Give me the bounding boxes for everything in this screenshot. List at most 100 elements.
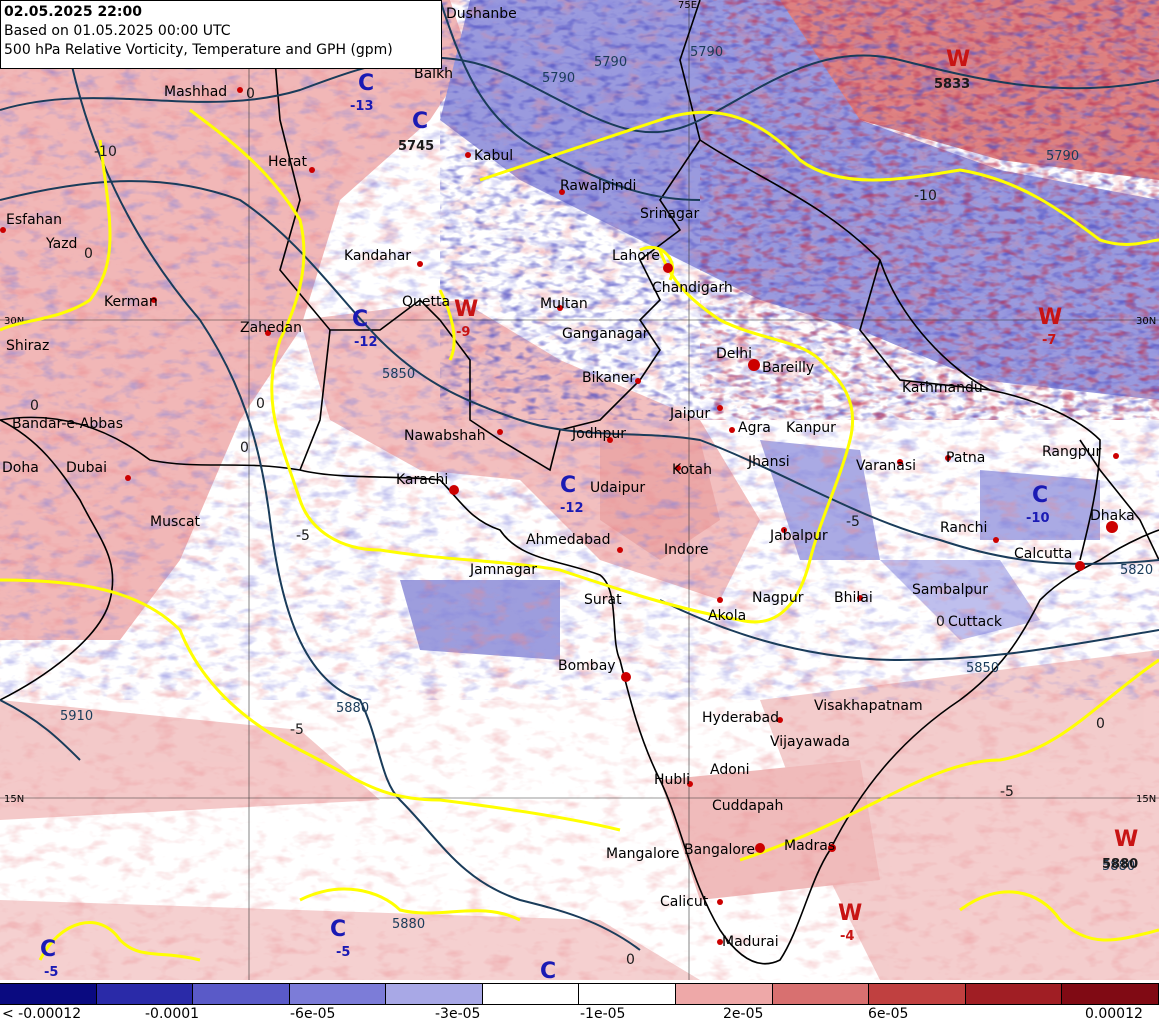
lat-label-15n: 15N <box>4 794 24 805</box>
anticyclone-marker: W <box>454 297 478 322</box>
city-label: Yazd <box>45 236 77 252</box>
city-label: Mashhad <box>164 84 227 100</box>
legend-swatch <box>676 984 773 1004</box>
anticyclone-marker: W <box>1114 827 1138 852</box>
cyclone-value: -10 <box>1026 511 1050 526</box>
city-label: Rangpur <box>1042 444 1102 460</box>
city-label: Herat <box>268 154 307 170</box>
contour-label: 5880 <box>1102 859 1135 874</box>
isotherm-label: -10 <box>914 188 937 204</box>
city-label: Udaipur <box>590 480 645 496</box>
contour-label: 5790 <box>594 55 627 70</box>
anticyclone-marker: W <box>838 901 862 926</box>
city-label: Varanasi <box>856 458 916 474</box>
city-label: Calcutta <box>1014 546 1072 562</box>
city-label: Visakhapatnam <box>814 698 923 714</box>
isotherm-label: 0 <box>84 246 93 262</box>
city-labels: Dushanbe Balkh Mashhad Herat Kabul Rawal… <box>2 6 1135 950</box>
cyclone-marker: C <box>412 109 428 134</box>
isotherm-label: 0 <box>1096 716 1105 732</box>
cyclone-marker: C <box>560 473 576 498</box>
city-label: Shiraz <box>6 338 49 354</box>
legend-label: 2e-05 <box>723 1006 764 1022</box>
isotherm-label: 0 <box>626 952 635 968</box>
city-label: Kabul <box>474 148 513 164</box>
isotherms <box>0 108 1159 962</box>
gridlines <box>0 0 1159 980</box>
legend-labels: < -0.00012 -0.0001 -6e-05 -3e-05 -1e-05 2e-05… <box>0 1006 1159 1024</box>
product-title: 500 hPa Relative Vorticity, Temperature … <box>4 42 393 58</box>
city-label: Bombay <box>558 658 616 674</box>
cyclone-value: -5 <box>44 965 58 980</box>
contour-label: 5850 <box>966 661 999 676</box>
isotherm-labels: -10 -10 0 0 0 0 0 -5 -5 0 -5 0 -5 0 <box>30 86 1105 968</box>
contour-label: 5880 <box>392 917 425 932</box>
city-label: Bhilai <box>834 590 873 606</box>
legend-label: 0.00012 <box>1085 1006 1143 1022</box>
anticyclone-marker: W <box>1038 305 1062 330</box>
city-label: Jamnagar <box>469 562 537 578</box>
legend-swatch <box>482 984 580 1004</box>
city-label: Hubli <box>654 772 690 788</box>
city-label: Dushanbe <box>446 6 517 22</box>
lat-label-15n-right: 15N <box>1136 794 1156 805</box>
legend-label: -1e-05 <box>580 1006 626 1022</box>
legend-swatch <box>289 984 387 1004</box>
contour-label: 5820 <box>1120 563 1153 578</box>
anticyclone-value: 5880 <box>1102 857 1138 872</box>
forecast-info-box: 02.05.2025 22:00 Based on 01.05.2025 00:… <box>0 0 442 69</box>
city-label: Kotah <box>672 462 712 478</box>
city-label: Karachi <box>396 472 448 488</box>
cyclone-value: 5745 <box>398 139 434 154</box>
valid-time: 02.05.2025 22:00 <box>4 4 143 20</box>
city-label: Ganganagar <box>562 326 649 342</box>
lon-label-75e: 75E <box>678 0 697 11</box>
city-label: Doha <box>2 460 39 476</box>
cyclone-value: -13 <box>350 99 374 114</box>
city-label: Nawabshah <box>404 428 486 444</box>
isotherm-label: 0 <box>256 396 265 412</box>
contour-label: 5880 <box>336 701 369 716</box>
contour-label: 5790 <box>1046 149 1079 164</box>
gph-contour-labels: 5790 5790 5790 5790 5850 5880 5880 5910 … <box>60 45 1153 932</box>
lat-label-30n-right: 30N <box>1136 316 1156 327</box>
cyclone-marker: C <box>330 917 346 942</box>
isotherm-label: -5 <box>290 722 304 738</box>
city-dots <box>0 87 1119 945</box>
legend-label: -3e-05 <box>435 1006 481 1022</box>
color-legend: < -0.00012 -0.0001 -6e-05 -3e-05 -1e-05 2e-05… <box>0 980 1159 1024</box>
cyclone-marker: C <box>352 307 368 332</box>
city-label: Hyderabad <box>702 710 779 726</box>
city-label: Patna <box>946 450 985 466</box>
contour-label: 5790 <box>542 71 575 86</box>
city-label: Akola <box>708 608 746 624</box>
city-label: Jhansi <box>747 454 790 470</box>
legend-label: -6e-05 <box>290 1006 336 1022</box>
anticyclone-marker: W <box>946 47 970 72</box>
isotherm-label: 0 <box>240 440 249 456</box>
city-label: Vijayawada <box>770 734 850 750</box>
isotherm-label: 0 <box>246 86 255 102</box>
legend-swatch <box>772 984 870 1004</box>
city-label: Quetta <box>402 294 450 310</box>
city-label: Agra <box>738 420 771 436</box>
city-label: Kathmandu <box>902 380 983 396</box>
city-label: Bangalore <box>684 842 755 858</box>
city-label: Bareilly <box>762 360 814 376</box>
city-label: Ahmedabad <box>526 532 611 548</box>
city-label: Zahedan <box>240 320 302 336</box>
borders <box>0 0 1159 965</box>
city-label: Indore <box>664 542 709 558</box>
city-label: Esfahan <box>6 212 62 228</box>
city-label: Madras <box>784 838 835 854</box>
city-label: Srinagar <box>640 206 699 222</box>
legend-swatch <box>869 984 966 1004</box>
city-label: Nagpur <box>752 590 804 606</box>
lat-label-30n: 30N <box>4 316 24 327</box>
isotherm-label: -5 <box>1000 784 1014 800</box>
legend-swatch <box>965 984 1063 1004</box>
city-label: Surat <box>584 592 622 608</box>
legend-label: < -0.00012 <box>2 1006 82 1022</box>
legend-label: 6e-05 <box>868 1006 909 1022</box>
city-label: Calicut <box>660 894 709 910</box>
